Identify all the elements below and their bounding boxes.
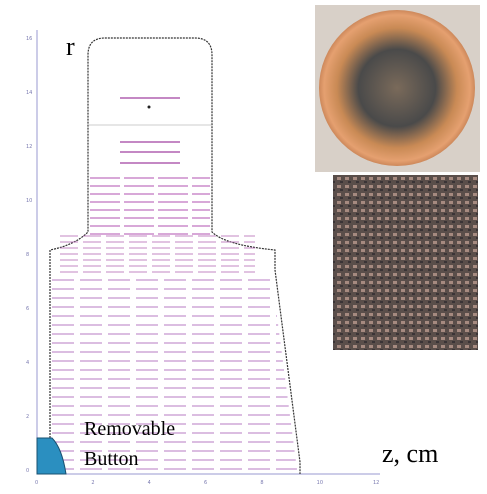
y-tick-label: 4: [26, 360, 29, 366]
y-tick-label: 8: [26, 252, 29, 258]
field-lines: [52, 97, 297, 470]
r-label: r: [66, 32, 75, 61]
y-tick-label: 0: [26, 468, 29, 474]
x-tick-label: 8: [260, 480, 263, 486]
cavity-outline: [49, 37, 301, 474]
x-tick-label: 10: [317, 480, 323, 486]
y-tick-label: 6: [26, 306, 29, 312]
x-tick-label: 4: [148, 480, 151, 486]
x-tick-label: 0: [35, 480, 38, 486]
button-label: Removable: [84, 418, 175, 440]
y-tick-label: 14: [26, 90, 32, 96]
y-tick-label: 10: [26, 198, 32, 204]
z-label: z, cm: [382, 439, 438, 468]
photo-cavity-disk: [319, 10, 475, 166]
removable-button: [36, 437, 67, 475]
y-tick-label: 2: [26, 414, 29, 420]
photo-surface: [333, 175, 478, 350]
dot: [147, 105, 151, 109]
x-ticks: 0 2 4 6 8 10 12: [35, 480, 379, 486]
button-label: Button: [84, 448, 138, 470]
x-tick-label: 2: [91, 480, 94, 486]
y-tick-label: 16: [26, 36, 32, 42]
x-tick-label: 6: [204, 480, 207, 486]
y-ticks: 16 14 12 10 8 6 4 2 0: [26, 36, 32, 474]
y-tick-label: 12: [26, 144, 32, 150]
x-tick-label: 12: [373, 480, 379, 486]
